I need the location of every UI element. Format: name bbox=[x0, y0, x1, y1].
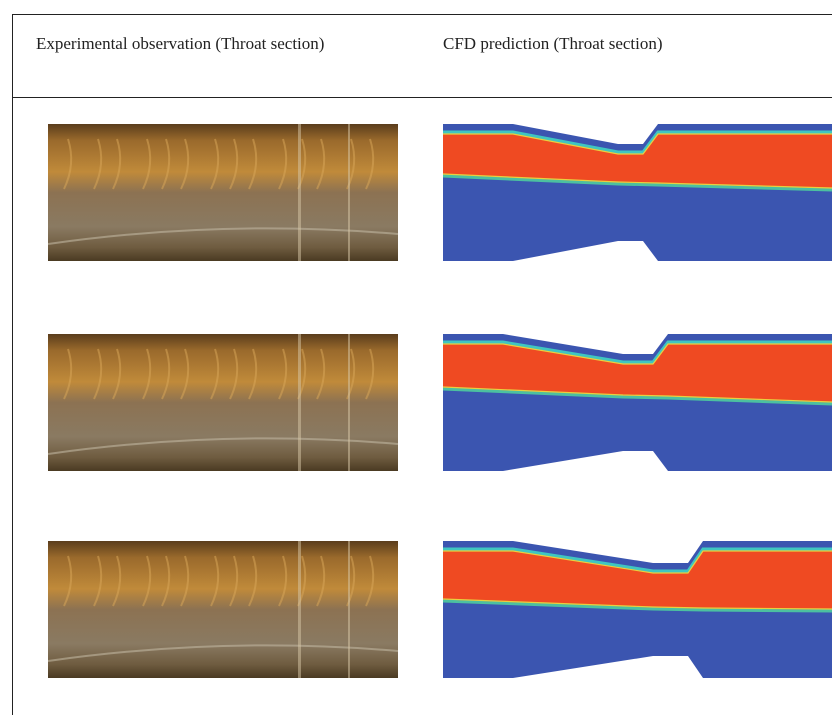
photo bbox=[48, 334, 398, 471]
cfd-plot bbox=[443, 124, 832, 261]
header-rule bbox=[12, 97, 832, 98]
page: {"table": {"header": ["Experimental obse… bbox=[0, 0, 832, 697]
cfd-plot bbox=[443, 541, 832, 678]
photo-texture bbox=[298, 124, 301, 261]
photo bbox=[48, 124, 398, 261]
header-cell: Experimental observation (Throat section… bbox=[36, 31, 376, 57]
photo-texture bbox=[348, 541, 350, 678]
photo bbox=[48, 541, 398, 678]
photo-texture bbox=[298, 541, 301, 678]
photo-texture bbox=[298, 334, 301, 471]
photo-texture bbox=[348, 124, 350, 261]
cfd-plot bbox=[443, 334, 832, 471]
photo-texture bbox=[348, 334, 350, 471]
header-cell: CFD prediction (Throat section) bbox=[443, 31, 823, 57]
